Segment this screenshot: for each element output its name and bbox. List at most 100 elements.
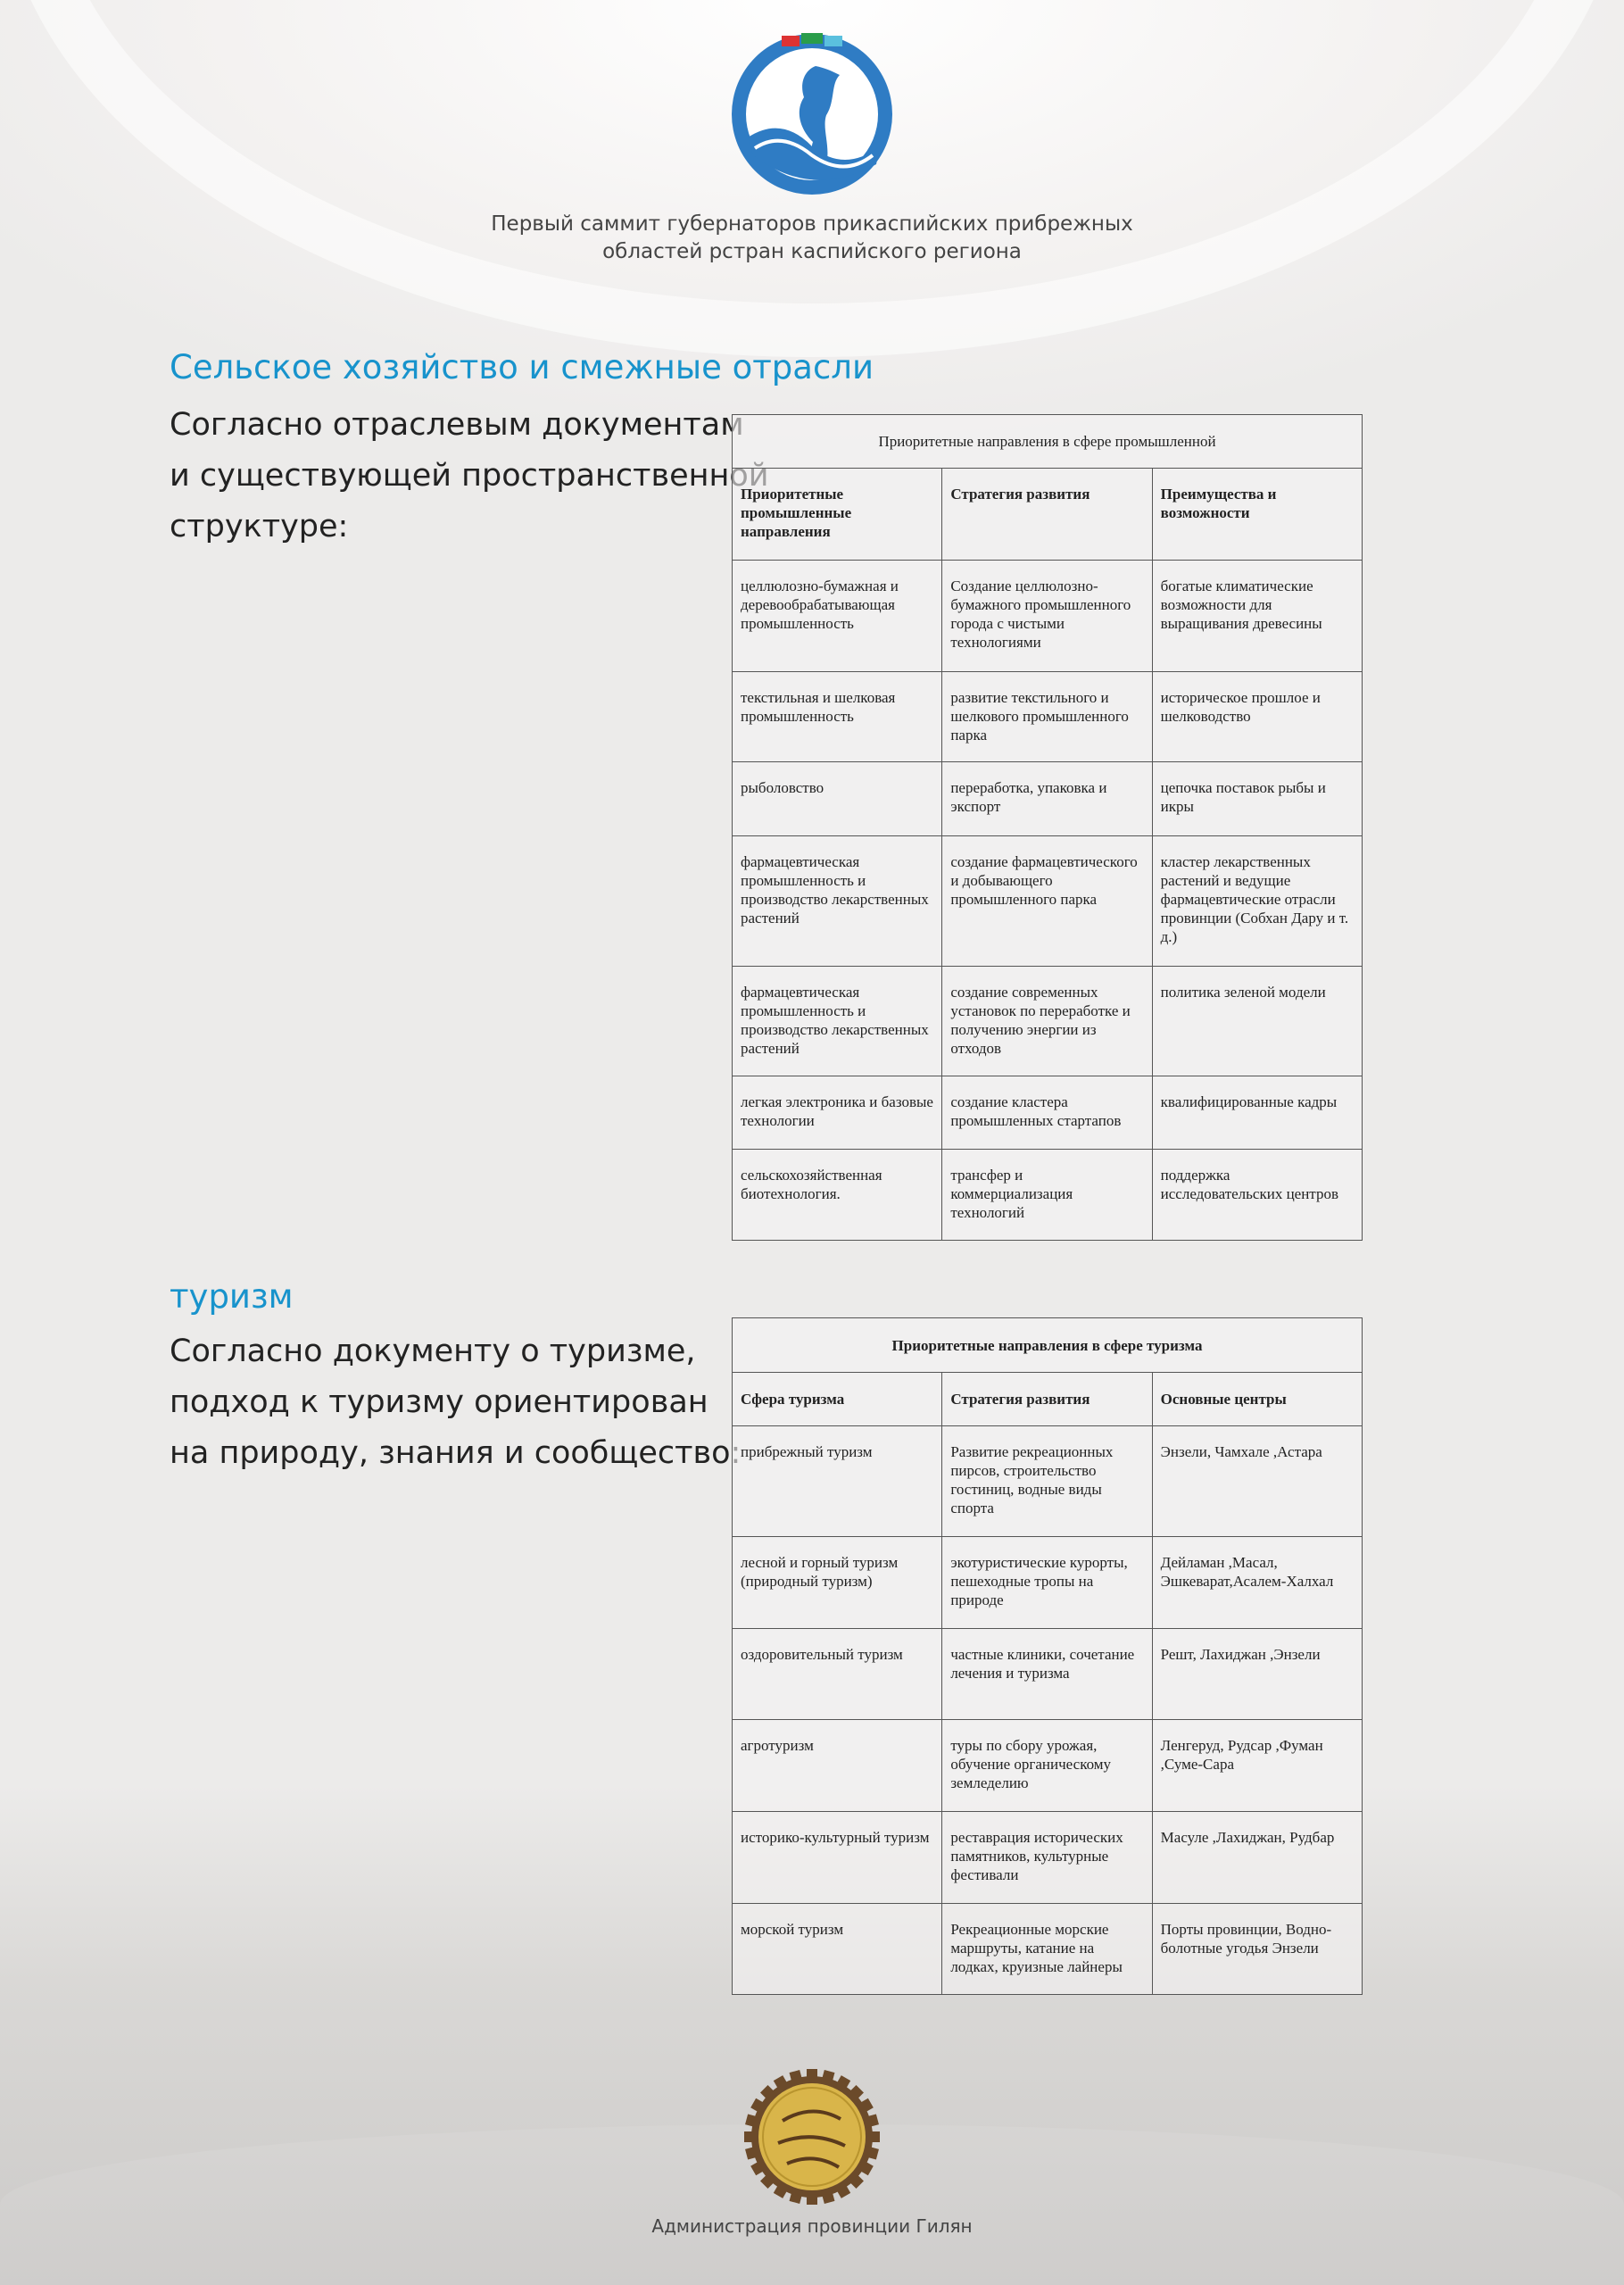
summit-title: Первый саммит губернаторов прикаспийских… bbox=[0, 211, 1624, 266]
table-cell: морской туризм bbox=[731, 1903, 943, 1995]
summit-title-line2: областей рстран каспийского региона bbox=[602, 240, 1022, 263]
gear-tooth bbox=[834, 2075, 851, 2092]
gear-tooth bbox=[857, 2159, 874, 2176]
table-cell: оздоровительный туризм bbox=[731, 1628, 943, 1720]
gear-tooth bbox=[821, 2070, 835, 2085]
gear-tooth bbox=[745, 2146, 760, 2160]
intro-line: Согласно отраслевым документам bbox=[170, 407, 744, 443]
gear-tooth bbox=[864, 2146, 879, 2160]
column-header: Приоритетные промышленные направления bbox=[731, 468, 943, 561]
gear-tooth bbox=[760, 2172, 777, 2189]
footer-label: Администрация провинции Гилян bbox=[651, 2215, 973, 2237]
table-cell: цепочка поставок рыбы и икры bbox=[1151, 761, 1363, 836]
table-cell: создание фармацевтического и добывающего… bbox=[941, 835, 1153, 967]
intro-line: подход к туризму ориентирован bbox=[170, 1384, 708, 1420]
intro-line: Согласно документу о туризме, bbox=[170, 1334, 696, 1369]
column-header: Основные центры bbox=[1151, 1372, 1363, 1426]
table-cell: квалифицированные кадры bbox=[1151, 1076, 1363, 1150]
table-row: текстильная и шелковая промышленность раз… bbox=[731, 671, 1363, 762]
tourism-intro: Согласно документу о туризме, подход к т… bbox=[170, 1326, 741, 1479]
table-cell: прибрежный туризм bbox=[731, 1425, 943, 1537]
gear-tooth bbox=[744, 2131, 757, 2142]
table-row: прибрежный туризм Развитие рекреационных … bbox=[731, 1425, 1363, 1537]
gear-tooth bbox=[867, 2131, 880, 2142]
investment-seal-logo bbox=[744, 2069, 880, 2205]
gear-tooth bbox=[750, 2098, 767, 2115]
table-row: сельскохозяйственная биотехнология. транс… bbox=[731, 1149, 1363, 1241]
table-row: агротуризм туры по сбору урожая, обучение… bbox=[731, 1719, 1363, 1812]
agriculture-heading: Сельское хозяйство и смежные отрасли bbox=[170, 348, 874, 386]
gear-tooth bbox=[857, 2098, 874, 2115]
table-cell: Развитие рекреационных пирсов, строитель… bbox=[941, 1425, 1153, 1537]
table-row: оздоровительный туризм частные клиники, с… bbox=[731, 1628, 1363, 1720]
gear-tooth bbox=[745, 2114, 760, 2128]
table-cell: Масуле ,Лахиджан, Рудбар bbox=[1151, 1811, 1363, 1904]
forum-logo bbox=[732, 33, 892, 195]
column-header: Сфера туризма bbox=[731, 1372, 943, 1426]
table-row: морской туризм Рекреационные морские марш… bbox=[731, 1903, 1363, 1995]
gear-tooth bbox=[807, 2192, 817, 2205]
table-cell: целлюлозно-бумажная и деревообрабатывающ… bbox=[731, 560, 943, 672]
table-title: Приоритетные направления в сфере туризма bbox=[732, 1317, 1363, 1373]
column-header: Преимущества и возможности bbox=[1151, 468, 1363, 561]
table-cell: сельскохозяйственная биотехнология. bbox=[731, 1149, 943, 1241]
table-cell: Ленгеруд, Рудсар ,Фуман ,Суме-Сара bbox=[1151, 1719, 1363, 1812]
column-header: Стратегия развития bbox=[941, 1372, 1153, 1426]
table-cell: фармацевтическая промышленность и произв… bbox=[731, 835, 943, 967]
table-cell: кластер лекарственных растений и ведущие… bbox=[1151, 835, 1363, 967]
table-cell: политика зеленой модели bbox=[1151, 966, 1363, 1076]
intro-line: на природу, знания и сообщество: bbox=[170, 1435, 742, 1471]
table-cell: создание кластера промышленных стартапов bbox=[941, 1076, 1153, 1150]
table-cell: Решт, Лахиджан ,Энзели bbox=[1151, 1628, 1363, 1720]
table-cell: переработка, упаковка и экспорт bbox=[941, 761, 1153, 836]
gear-tooth bbox=[807, 2069, 817, 2081]
table-cell: создание современных установок по перера… bbox=[941, 966, 1153, 1076]
intro-line: структуре: bbox=[170, 509, 349, 544]
table-cell: туры по сбору урожая, обучение органичес… bbox=[941, 1719, 1153, 1812]
table-cell: лесной и горный туризм (природный туризм… bbox=[731, 1536, 943, 1629]
column-header: Стратегия развития bbox=[941, 468, 1153, 561]
table-header-row: Сфера туризма Стратегия развития Основны… bbox=[731, 1372, 1363, 1426]
gear-tooth bbox=[750, 2159, 767, 2176]
gear-tooth bbox=[773, 2181, 790, 2198]
table-cell: Рекреационные морские маршруты, катание … bbox=[941, 1903, 1153, 1995]
table-cell: реставрация исторических памятников, кул… bbox=[941, 1811, 1153, 1904]
table-cell: рыболовство bbox=[731, 761, 943, 836]
tourism-heading: туризм bbox=[170, 1277, 294, 1316]
table-cell: легкая электроника и базовые технологии bbox=[731, 1076, 943, 1150]
table-cell: богатые климатические возможности для вы… bbox=[1151, 560, 1363, 672]
table-cell: историческое прошлое и шелководство bbox=[1151, 671, 1363, 762]
gear-tooth bbox=[864, 2114, 879, 2128]
table-cell: экотуристические курорты, пешеходные тро… bbox=[941, 1536, 1153, 1629]
gear-tooth bbox=[789, 2189, 803, 2204]
gear-tooth bbox=[789, 2070, 803, 2085]
gear-tooth bbox=[847, 2085, 864, 2102]
table-cell: трансфер и коммерциализация технологий bbox=[941, 1149, 1153, 1241]
table-cell: Энзели, Чамхале ,Астара bbox=[1151, 1425, 1363, 1537]
agriculture-intro: Согласно отраслевым документам и существ… bbox=[170, 400, 769, 553]
table-row: фармацевтическая промышленность и произв… bbox=[731, 966, 1363, 1076]
table-cell: агротуризм bbox=[731, 1719, 943, 1812]
table-cell: Дейламан ,Масал, Эшкеварат,Асалем-Халхал bbox=[1151, 1536, 1363, 1629]
table-cell: текстильная и шелковая промышленность bbox=[731, 671, 943, 762]
industry-table: Приоритетные направления в сфере промышл… bbox=[731, 414, 1363, 1241]
table-row: легкая электроника и базовые технологии с… bbox=[731, 1076, 1363, 1150]
gear-tooth bbox=[847, 2172, 864, 2189]
table-cell: развитие текстильного и шелкового промыш… bbox=[941, 671, 1153, 762]
table-row: рыболовство переработка, упаковка и экспо… bbox=[731, 761, 1363, 836]
table-cell: Порты провинции, Водно-болотные угодья Э… bbox=[1151, 1903, 1363, 1995]
table-row: историко-культурный туризм реставрация ис… bbox=[731, 1811, 1363, 1904]
intro-line: и существующей пространственной bbox=[170, 458, 769, 494]
gear-tooth bbox=[834, 2181, 851, 2198]
table-cell: Создание целлюлозно-бумажного промышленн… bbox=[941, 560, 1153, 672]
table-cell: историко-культурный туризм bbox=[731, 1811, 943, 1904]
table-cell: частные клиники, сочетание лечения и тур… bbox=[941, 1628, 1153, 1720]
table-row: фармацевтическая промышленность и произв… bbox=[731, 835, 1363, 967]
gear-tooth bbox=[773, 2075, 790, 2092]
gear-tooth bbox=[821, 2189, 835, 2204]
table-cell: фармацевтическая промышленность и произв… bbox=[731, 966, 943, 1076]
summit-title-line1: Первый саммит губернаторов прикаспийских… bbox=[491, 212, 1133, 236]
table-row: лесной и горный туризм (природный туризм… bbox=[731, 1536, 1363, 1629]
table-cell: поддержка исследовательских центров bbox=[1151, 1149, 1363, 1241]
table-row: целлюлозно-бумажная и деревообрабатывающ… bbox=[731, 560, 1363, 672]
